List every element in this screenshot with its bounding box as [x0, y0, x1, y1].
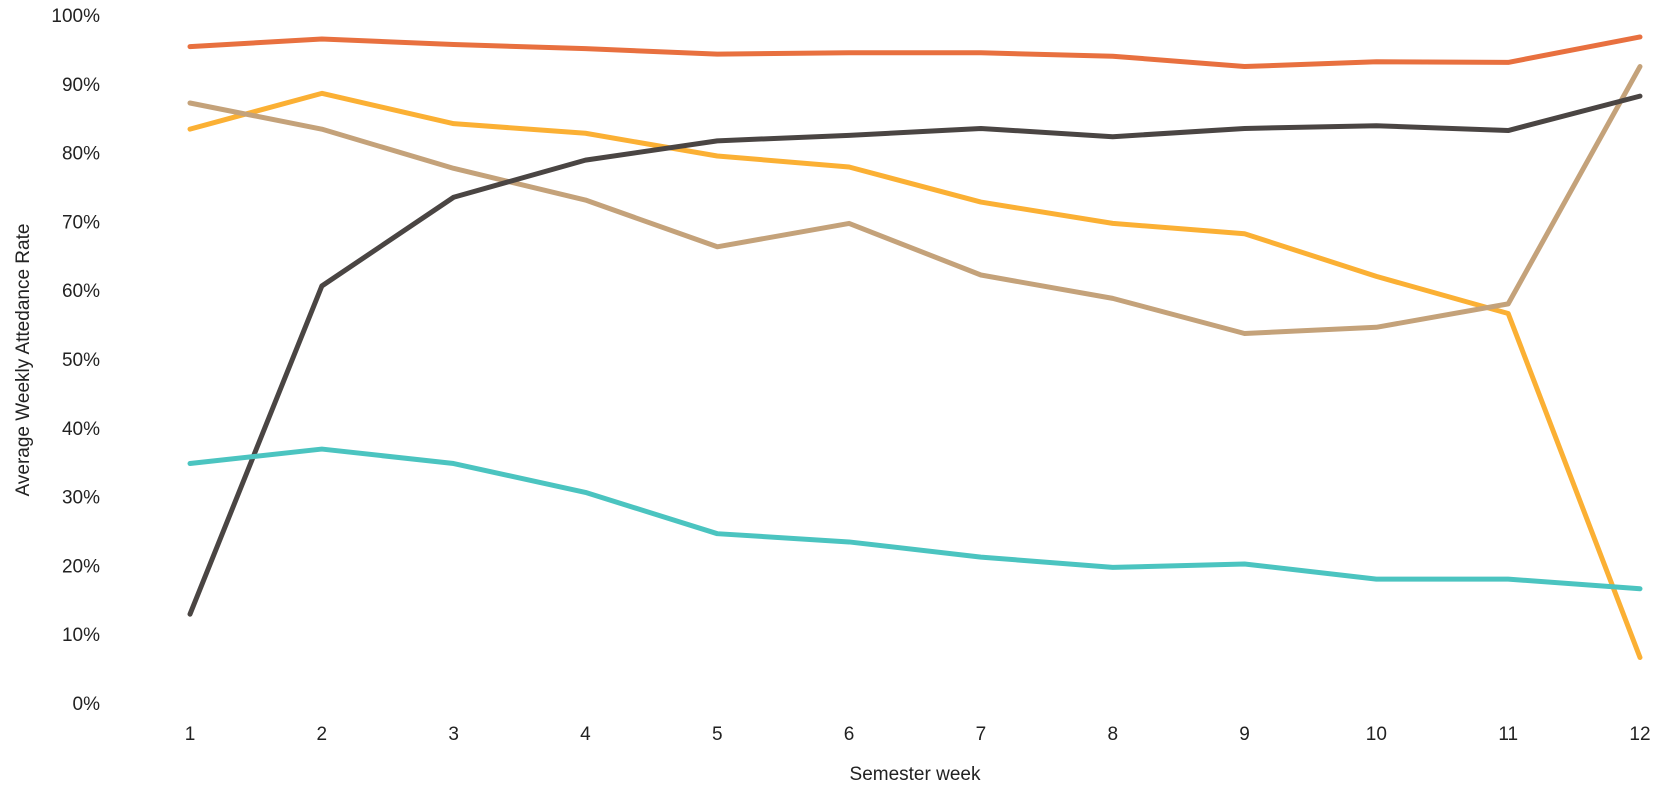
x-tick-label: 9 [1239, 724, 1250, 745]
y-tick-label: 70% [62, 212, 100, 233]
y-tick-label: 100% [51, 6, 100, 27]
series-line [187, 446, 1643, 592]
y-tick-label: 90% [62, 75, 100, 96]
y-tick-label: 60% [62, 281, 100, 302]
y-tick-label: 80% [62, 144, 100, 165]
x-tick-label: 6 [844, 724, 855, 745]
x-tick-label: 1 [185, 724, 196, 745]
x-tick-label: 3 [448, 724, 459, 745]
x-tick-label: 5 [712, 724, 723, 745]
series-line [187, 90, 1643, 661]
y-tick-label: 50% [62, 350, 100, 371]
y-tick-label: 0% [73, 694, 101, 715]
x-tick-label: 11 [1498, 724, 1518, 745]
x-axis-title: Semester week [850, 764, 981, 785]
series-line [187, 93, 1643, 617]
x-tick-label: 7 [976, 724, 987, 745]
x-tick-label: 2 [317, 724, 328, 745]
x-tick-label: 8 [1107, 724, 1118, 745]
series-line [187, 34, 1643, 70]
x-tick-label: 4 [580, 724, 591, 745]
y-tick-label: 40% [62, 419, 100, 440]
series-line [187, 64, 1643, 336]
y-tick-label: 20% [62, 556, 100, 577]
y-tick-label: 30% [62, 488, 100, 509]
y-axis-title: Average Weekly Attedance Rate [13, 224, 34, 497]
x-tick-label: 12 [1629, 724, 1650, 745]
y-tick-label: 10% [62, 625, 100, 646]
x-tick-label: 10 [1366, 724, 1387, 745]
